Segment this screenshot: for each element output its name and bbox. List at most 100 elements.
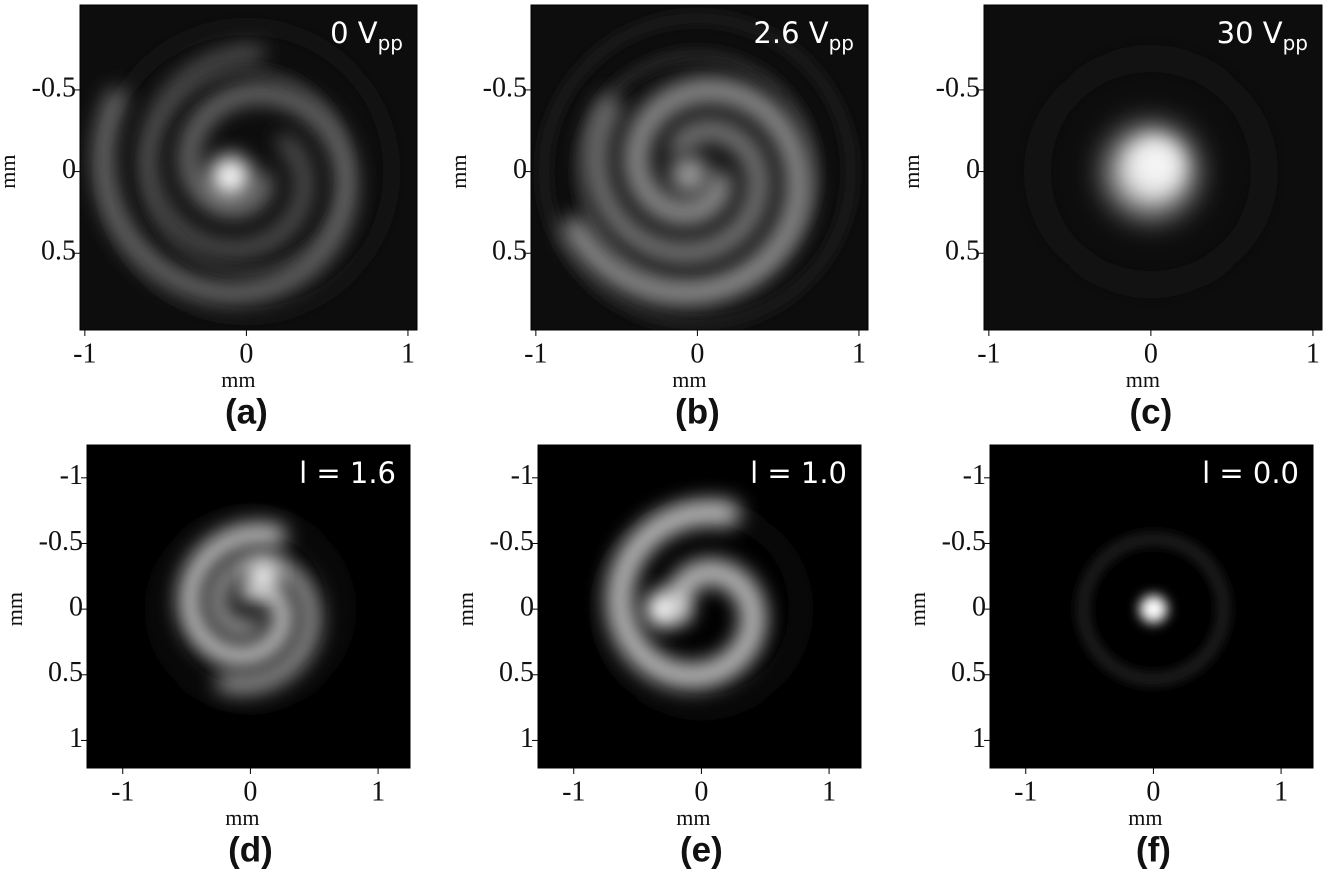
beam-ring [1078,534,1229,684]
panel-label: (f) [1136,830,1171,869]
y-tick-label: 0 [520,592,534,623]
panel: -1 0 1 mm -1 -0.5 0 0.5 1 mm l = 1.6 (d) [2,444,411,869]
image-frame [79,4,418,331]
x-tick-label: 0 [694,776,708,807]
annotation-text: 0 V [330,16,378,50]
x-tick-label: -1 [977,338,1000,369]
y-tick-label: -1 [511,460,534,491]
beam-ring [1032,53,1270,290]
annotation-subscript: pp [829,31,854,55]
panel: -1 0 1 mm -1 -0.5 0 0.5 1 mm l = 1.0 (e) [453,444,862,869]
y-axis-title: mm [899,154,924,188]
annotation-text: 2.6 V [753,16,828,50]
panel-label: (e) [680,830,723,869]
x-tick-label: -1 [111,776,134,807]
annotation: l = 1.6 [299,456,396,490]
panel: -1 0 1 mm -1 -0.5 0 0.5 1 mm l = 0.0 (f) [905,444,1314,869]
panel: -1 0 1 mm -0.5 0 0.5 mm 30 Vpp (c) [899,4,1323,431]
annotation: 0 Vpp [330,16,403,55]
annotation: l = 0.0 [1202,456,1299,490]
x-tick-label: 1 [371,776,385,807]
image-frame [983,4,1323,331]
beam-spot [669,155,709,195]
y-axis-title: mm [453,592,478,626]
annotation-text: l = 1.0 [750,456,847,490]
x-tick-label: 1 [822,776,836,807]
y-axis-title: mm [905,592,930,626]
x-tick-label: 1 [1274,776,1288,807]
y-tick-label: -0.5 [936,72,980,103]
y-tick-label: 0 [966,154,980,185]
y-tick-label: 0.5 [41,236,76,267]
annotation: 30 Vpp [1217,16,1308,55]
x-tick-label: 1 [1306,338,1320,369]
beam-image [990,445,1313,768]
panel-label: (a) [225,392,268,431]
y-tick-label: -0.5 [32,72,76,103]
x-tick-label: -1 [73,338,96,369]
y-tick-label: 0.5 [945,236,980,267]
x-tick-label: 0 [239,338,253,369]
beam-image [87,445,410,768]
beam-image [531,5,868,330]
image-frame [537,444,862,769]
beam-spot [1129,139,1182,192]
y-tick-label: 0.5 [499,657,534,688]
y-tick-label: 0 [69,592,83,623]
annotation-text: l = 0.0 [1202,456,1299,490]
x-tick-label: -1 [562,776,585,807]
y-tick-label: 0.5 [492,236,527,267]
beam-ring [539,14,855,330]
annotation-subscript: pp [1283,31,1308,55]
image-frame [530,4,869,331]
beam-arm [606,499,767,689]
y-tick-label: -1 [60,460,83,491]
y-tick-label: 1 [520,723,534,754]
x-axis-title: mm [676,805,710,830]
x-tick-label: 0 [1146,776,1160,807]
y-axis-title: mm [0,154,20,188]
beam-spot [209,155,252,198]
y-tick-label: 0.5 [951,657,986,688]
y-axis-title: mm [2,592,27,626]
beam-arm [93,83,357,303]
panel: -1 0 1 mm -0.5 0 0.5 mm 2.6 Vpp (b) [446,4,869,431]
x-tick-label: 1 [401,338,415,369]
beam-spot [645,591,681,627]
image-background [87,445,410,768]
x-tick-label: 1 [852,338,866,369]
x-axis-title: mm [225,805,259,830]
y-axis-title: mm [446,154,471,188]
y-tick-label: 0 [513,154,527,185]
x-axis-title: mm [1128,805,1162,830]
y-tick-label: -0.5 [942,526,986,557]
y-tick-label: 1 [69,723,83,754]
annotation-text: 30 V [1217,16,1283,50]
beam-spot [247,560,279,592]
beam-image [538,445,861,768]
x-axis-title: mm [672,367,706,392]
image-frame [86,444,411,769]
x-tick-label: 0 [243,776,257,807]
beam-arm [178,523,295,668]
panel-label: (c) [1130,392,1173,431]
beam-image [80,5,417,330]
panel: -1 0 1 mm -0.5 0 0.5 mm 0 Vpp (a) [0,4,418,431]
beam-arm [140,45,313,258]
y-tick-label: 0 [972,592,986,623]
y-tick-label: -0.5 [39,526,83,557]
beam-spot [1139,595,1168,624]
beam-ring [155,514,346,705]
x-axis-title: mm [221,367,255,392]
y-tick-label: -0.5 [483,72,527,103]
y-tick-label: -0.5 [490,526,534,557]
beam-arm [207,552,321,694]
panel-label: (b) [675,392,720,431]
beam-arm [562,77,812,307]
beam-arm [584,95,771,265]
y-tick-label: 0 [62,154,76,185]
y-tick-label: -1 [963,460,986,491]
x-tick-label: -1 [524,338,547,369]
annotation: 2.6 Vpp [753,16,854,55]
